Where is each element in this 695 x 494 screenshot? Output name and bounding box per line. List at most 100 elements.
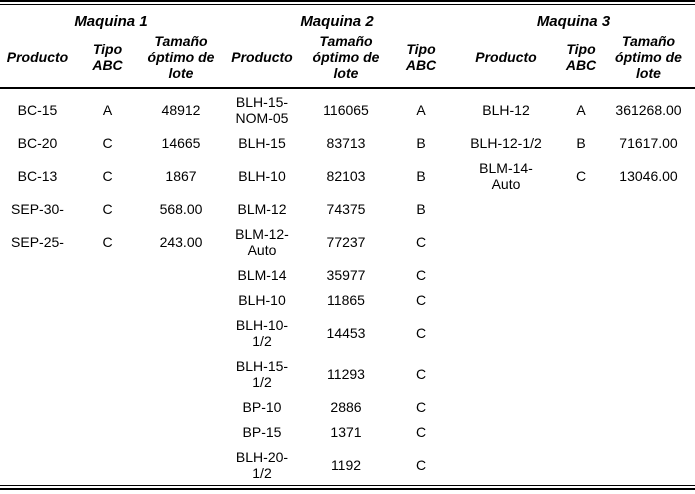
col-header-m2-tamano-lote: Tamaño óptimo de lote xyxy=(302,31,390,89)
m1-lot-cell: 243.00 xyxy=(159,233,203,250)
col-header-m2-tipo-abc: Tipo ABC xyxy=(390,31,452,89)
m3-product-cell xyxy=(452,196,560,221)
m1-abc-cell xyxy=(75,394,140,419)
m2-abc-cell: C xyxy=(415,365,427,382)
m2-abc-cell: B xyxy=(416,167,426,184)
m1-product-cell: BC-20 xyxy=(17,134,58,151)
m3-abc-cell xyxy=(560,394,602,419)
m1-product-cell xyxy=(0,444,75,486)
table-row: SEP-30- C 568.00 BLM-12 74375 B xyxy=(0,196,695,221)
m3-lot-cell xyxy=(602,444,695,486)
col-header-m1-producto: Producto xyxy=(0,31,75,89)
m2-abc-cell: C xyxy=(415,233,427,250)
m3-product-cell xyxy=(452,444,560,486)
m3-product-cell xyxy=(452,262,560,287)
table-row: BLH-10- 1/2 14453 C xyxy=(0,312,695,353)
table-header: Maquina 1 Maquina 2 Maquina 3 Producto T… xyxy=(0,5,695,89)
m1-lot-cell: 1867 xyxy=(165,167,197,184)
m1-abc-cell: C xyxy=(102,200,113,217)
m1-product-cell xyxy=(0,419,75,444)
m1-lot-cell xyxy=(140,419,222,444)
m2-product-cell: BLM-12 xyxy=(237,200,287,217)
m3-lot-cell xyxy=(602,196,695,221)
m3-lot-cell xyxy=(602,394,695,419)
m2-lot-cell: 11293 xyxy=(327,365,365,382)
m3-abc-cell xyxy=(560,287,602,312)
m1-product-cell: BC-15 xyxy=(17,101,58,118)
m3-abc-cell xyxy=(560,444,602,486)
m1-product-cell: BC-13 xyxy=(17,167,58,184)
m1-product-cell xyxy=(0,287,75,312)
m2-lot-cell: 14453 xyxy=(326,324,366,341)
m1-product-cell: SEP-30- xyxy=(11,200,64,217)
table-row: BLH-10 11865 C xyxy=(0,287,695,312)
m1-product-cell: SEP-25- xyxy=(11,233,64,250)
m3-lot-cell: 361268.00 xyxy=(615,101,682,118)
m2-abc-cell: B xyxy=(416,134,426,151)
m3-lot-cell xyxy=(602,262,695,287)
m2-abc-cell: C xyxy=(415,423,427,440)
m1-abc-cell: A xyxy=(102,101,113,118)
m1-product-cell xyxy=(0,262,75,287)
m2-product-cell: BLH-15 xyxy=(238,134,286,151)
m1-lot-cell xyxy=(140,287,222,312)
m2-lot-cell: 116065 xyxy=(323,101,369,118)
m2-product-cell: BLH-15- 1/2 xyxy=(235,357,289,390)
m1-abc-cell: C xyxy=(102,167,113,184)
m2-product-cell: BLM-12- Auto xyxy=(235,225,289,258)
group-title-maquina-3: Maquina 3 xyxy=(536,13,611,30)
m3-lot-cell: 71617.00 xyxy=(619,134,678,151)
m3-abc-cell: B xyxy=(576,134,586,151)
m3-abc-cell xyxy=(560,262,602,287)
m2-abc-cell: C xyxy=(415,266,427,283)
m3-abc-cell xyxy=(560,221,602,262)
table-row: BC-20 C 14665 BLH-15 83713 B BLH-12-1/2 … xyxy=(0,130,695,155)
m1-abc-cell: C xyxy=(102,134,113,151)
m2-lot-cell: 11865 xyxy=(327,291,365,308)
m1-abc-cell xyxy=(75,419,140,444)
m3-product-cell: BLM-14- Auto xyxy=(479,159,533,192)
col-header-m3-tamano-lote: Tamaño óptimo de lote xyxy=(602,31,695,89)
m3-product-cell xyxy=(452,221,560,262)
m3-product-cell: BLH-12-1/2 xyxy=(470,134,542,151)
m2-lot-cell: 1192 xyxy=(330,456,362,473)
column-header-row: Producto Tipo ABC Tamaño óptimo de lote … xyxy=(0,31,695,89)
m1-abc-cell xyxy=(75,287,140,312)
group-title-maquina-1: Maquina 1 xyxy=(74,13,148,30)
m2-product-cell: BLH-15- NOM-05 xyxy=(235,93,289,126)
m2-lot-cell: 83713 xyxy=(326,134,366,151)
m1-lot-cell: 48912 xyxy=(161,101,201,118)
m3-lot-cell xyxy=(602,221,695,262)
m3-lot-cell xyxy=(602,353,695,394)
m1-lot-cell xyxy=(140,262,222,287)
m2-product-cell: BLM-14 xyxy=(237,266,287,283)
m1-lot-cell xyxy=(140,444,222,486)
m3-abc-cell: C xyxy=(575,167,587,184)
m2-abc-cell: C xyxy=(415,324,427,341)
m1-lot-cell xyxy=(140,394,222,419)
group-title-row: Maquina 1 Maquina 2 Maquina 3 xyxy=(0,5,695,32)
m2-abc-cell: C xyxy=(415,398,427,415)
m3-abc-cell xyxy=(560,312,602,353)
m1-lot-cell: 14665 xyxy=(161,134,201,151)
m1-product-cell xyxy=(0,312,75,353)
table-row: BLM-14 35977 C xyxy=(0,262,695,287)
m3-product-cell xyxy=(452,353,560,394)
m2-lot-cell: 1371 xyxy=(330,423,362,440)
m3-product-cell xyxy=(452,394,560,419)
group-title-maquina-2: Maquina 2 xyxy=(300,13,374,30)
m3-abc-cell xyxy=(560,353,602,394)
table-row: BLH-20- 1/2 1192 C xyxy=(0,444,695,486)
m2-product-cell: BP-15 xyxy=(242,423,282,440)
m2-abc-cell: A xyxy=(416,101,426,118)
table-row: BP-15 1371 C xyxy=(0,419,695,444)
m1-product-cell xyxy=(0,353,75,394)
m3-abc-cell xyxy=(560,196,602,221)
table-body: BC-15 A 48912 BLH-15- NOM-05 116065 A BL… xyxy=(0,88,695,486)
m1-abc-cell xyxy=(75,353,140,394)
col-header-m1-tipo-abc: Tipo ABC xyxy=(75,31,140,89)
m2-product-cell: BLH-10 xyxy=(238,291,286,308)
m1-lot-cell xyxy=(140,353,222,394)
